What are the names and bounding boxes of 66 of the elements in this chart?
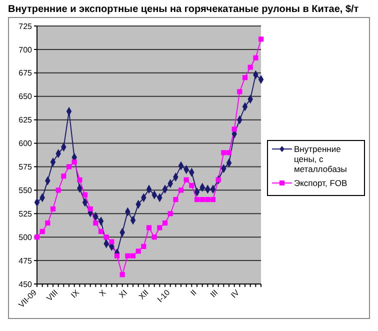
point [88, 206, 93, 212]
point [40, 228, 45, 234]
x-tick-label: X [98, 288, 108, 298]
point [61, 174, 66, 179]
point [56, 188, 61, 193]
point [66, 164, 72, 170]
y-tick-label: 650 [18, 92, 33, 102]
point [120, 272, 125, 278]
point [237, 89, 242, 94]
point [82, 192, 88, 198]
x-tick-label: IX [69, 288, 82, 300]
point [205, 197, 210, 202]
y-tick-label: 450 [18, 280, 33, 289]
y-tick-label: 550 [18, 186, 33, 196]
point [248, 64, 253, 70]
point [146, 225, 152, 230]
x-tick-label: III [208, 288, 220, 300]
point [34, 234, 40, 240]
point [45, 220, 50, 226]
x-tick-label: XII [137, 288, 150, 302]
point [114, 253, 120, 258]
x-tick-label: VIII [44, 288, 60, 303]
y-tick-label: 700 [18, 45, 33, 54]
point [200, 197, 205, 202]
y-tick-label: 600 [18, 139, 33, 148]
x-tick-label: XI [117, 288, 130, 300]
y-tick-label: 500 [18, 232, 33, 242]
point [50, 206, 56, 212]
point [194, 197, 200, 202]
point [232, 126, 237, 132]
point [98, 228, 104, 234]
point [189, 182, 194, 188]
point [125, 253, 130, 258]
point [178, 188, 184, 193]
point [136, 248, 141, 254]
point [173, 197, 178, 202]
point [242, 75, 248, 80]
point [226, 150, 232, 156]
y-tick-label: 575 [18, 162, 33, 172]
point [141, 244, 146, 250]
y-tick-label: 475 [18, 256, 33, 266]
legend-label: Внутренние цены, с металлобазы [294, 144, 348, 174]
y-tick-label: 675 [18, 68, 33, 78]
point [168, 211, 173, 216]
x-tick-label: I-10 [156, 288, 172, 304]
point [93, 220, 98, 226]
x-tick-label: IV [229, 288, 242, 300]
point [258, 36, 264, 42]
y-tick-label: 525 [18, 209, 33, 218]
point [221, 150, 226, 156]
x-tick-label: II [188, 288, 198, 298]
y-tick-label: 725 [18, 22, 33, 31]
point [72, 159, 77, 165]
legend-label: Экспорт, FOB [294, 178, 348, 188]
point [253, 55, 258, 60]
point [162, 220, 168, 226]
point [104, 234, 109, 240]
point [109, 239, 114, 244]
y-tick-label: 625 [18, 116, 33, 125]
point [77, 177, 82, 182]
chart-title: Внутренние и экспортные цены на горячекатаные рулоны в Китае, $/т [8, 4, 360, 15]
point [130, 253, 136, 258]
point [184, 177, 189, 182]
point [152, 234, 157, 240]
point [157, 225, 162, 230]
point [210, 197, 216, 202]
